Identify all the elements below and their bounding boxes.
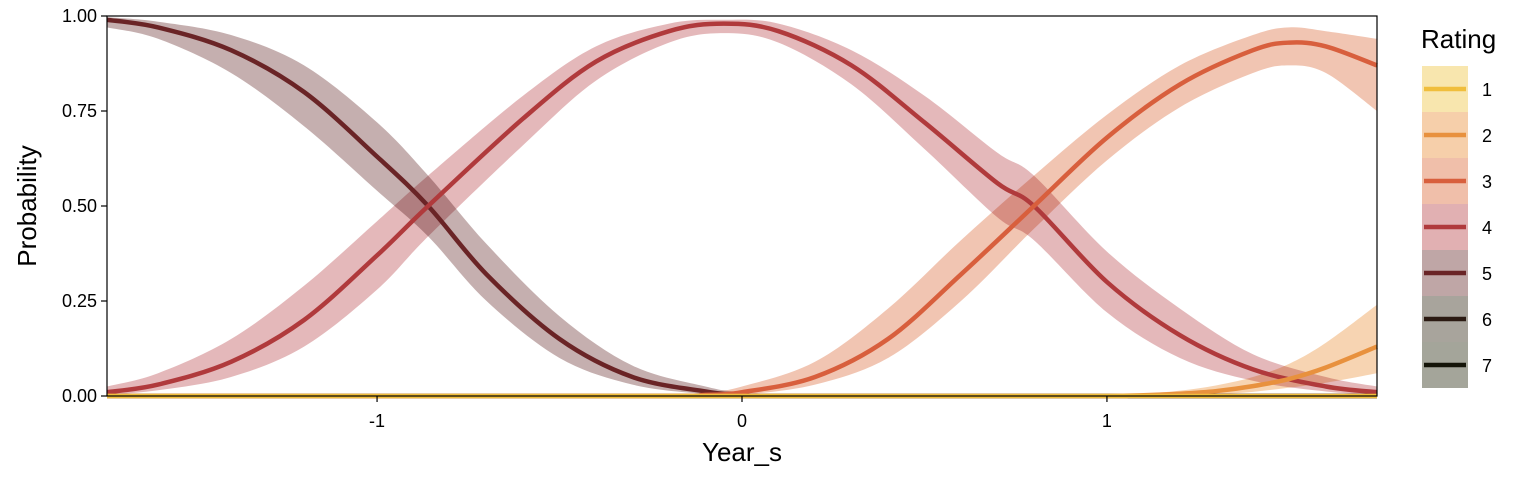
- x-axis: -1 0 1: [369, 396, 1112, 431]
- band-rating-3: [107, 27, 1377, 397]
- legend-item-rating-1: 1: [1422, 66, 1492, 112]
- x-tick-label: 1: [1102, 411, 1112, 431]
- legend-item-rating-2: 2: [1422, 112, 1492, 158]
- y-tick-label: 1.00: [62, 6, 97, 26]
- legend-item-rating-5: 5: [1422, 250, 1492, 296]
- y-axis: 0.00 0.25 0.50 0.75 1.00: [62, 6, 107, 406]
- x-axis-title: Year_s: [702, 437, 782, 467]
- legend-title: Rating: [1421, 24, 1496, 54]
- x-tick-label: 0: [737, 411, 747, 431]
- legend-item-rating-4: 4: [1422, 204, 1492, 250]
- legend-item-rating-6: 6: [1422, 296, 1492, 342]
- y-axis-title: Probability: [12, 145, 42, 266]
- y-tick-label: 0.50: [62, 196, 97, 216]
- legend-label: 3: [1482, 172, 1492, 192]
- y-tick-label: 0.25: [62, 291, 97, 311]
- legend-item-rating-7: 7: [1422, 342, 1492, 388]
- band-rating-4: [107, 19, 1377, 395]
- legend-label: 4: [1482, 218, 1492, 238]
- legend-label: 5: [1482, 264, 1492, 284]
- legend-label: 1: [1482, 80, 1492, 100]
- legend-item-rating-3: 3: [1422, 158, 1492, 204]
- y-tick-label: 0.75: [62, 101, 97, 121]
- legend-label: 6: [1482, 310, 1492, 330]
- legend: Rating 1 2 3 4 5 6 7: [1421, 24, 1496, 388]
- x-tick-label: -1: [369, 411, 385, 431]
- y-tick-label: 0.00: [62, 386, 97, 406]
- legend-label: 7: [1482, 356, 1492, 376]
- band-rating-5: [107, 17, 1377, 397]
- line-rating-4: [106, 21, 1378, 395]
- legend-label: 2: [1482, 126, 1492, 146]
